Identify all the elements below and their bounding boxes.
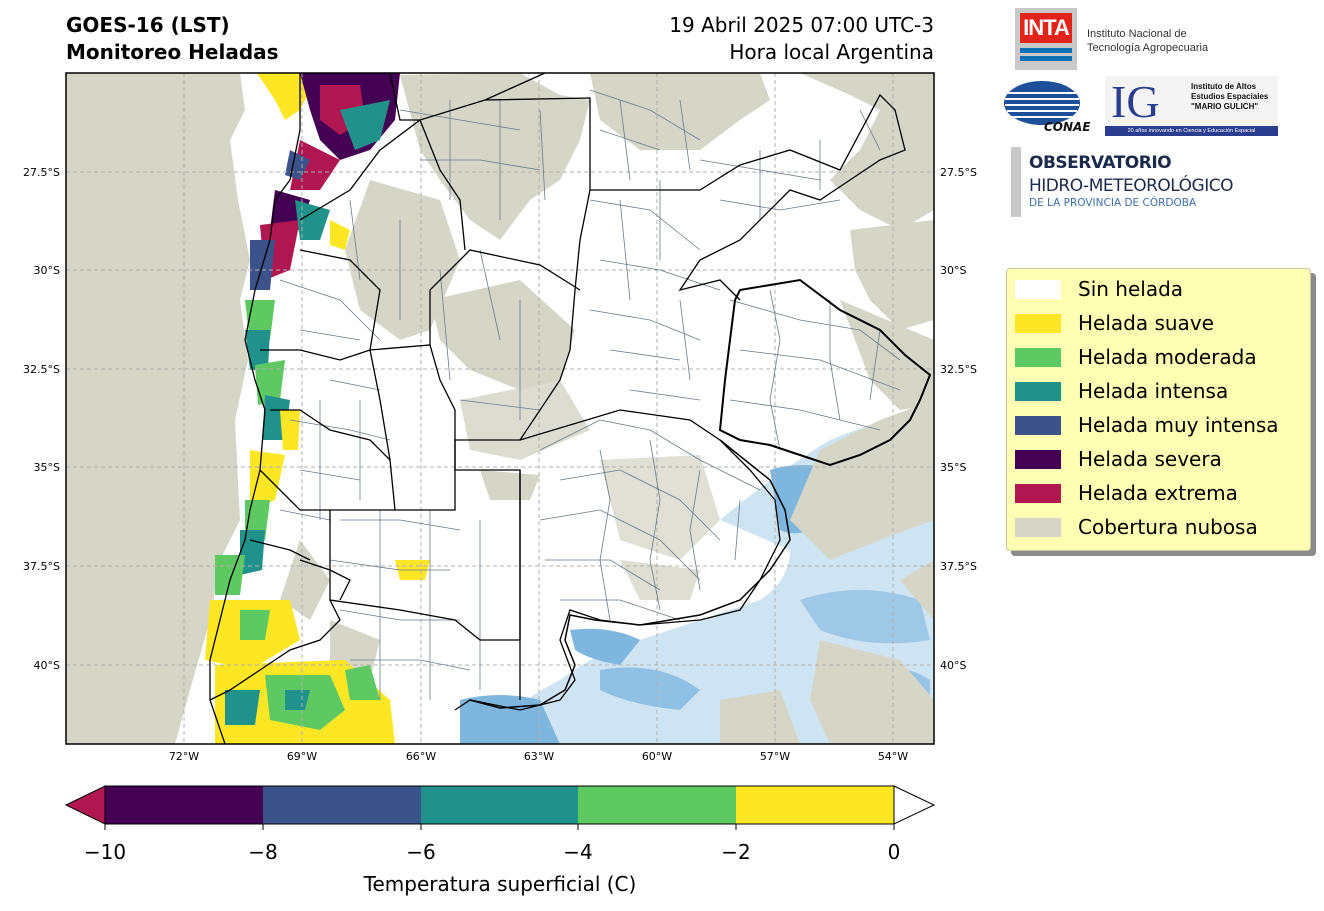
legend-swatch [1015, 279, 1061, 299]
coastline [469, 439, 791, 709]
lat-tick-right: 30°S [940, 264, 966, 277]
lon-tick: 69°W [287, 750, 317, 763]
map-date: 19 Abril 2025 07:00 UTC-3 Hora local Arg… [669, 12, 934, 66]
lat-tick-left: 32.5°S [23, 363, 60, 376]
colorbar-segment [105, 786, 263, 824]
frost-pixels [205, 73, 430, 744]
legend-item: Helada suave [1015, 306, 1214, 340]
cloud-cover [66, 73, 934, 744]
lat-tick-left: 35°S [34, 461, 60, 474]
date-line-1: 19 Abril 2025 07:00 UTC-3 [669, 13, 934, 37]
colorbar-tick-label: −8 [248, 840, 277, 864]
colorbar-segment [263, 786, 421, 824]
lat-tick-right: 40°S [940, 659, 966, 672]
colorbar-tick-label: −4 [563, 840, 592, 864]
lat-tick-left: 40°S [34, 659, 60, 672]
ig-logo-mark: IG [1111, 76, 1160, 127]
lat-tick-right: 32.5°S [940, 363, 977, 376]
lat-tick-right: 27.5°S [940, 166, 977, 179]
colorbar-segment [421, 786, 578, 824]
ig-logo: IG Instituto de Altos Estudios Espaciale… [1105, 76, 1278, 136]
lon-tick: 66°W [406, 750, 436, 763]
colorbar-segment [578, 786, 736, 824]
lon-tick: 72°W [169, 750, 199, 763]
legend-item: Cobertura nubosa [1015, 510, 1258, 544]
legend-swatch [1015, 449, 1061, 469]
lat-tick-right: 35°S [940, 461, 966, 474]
legend-swatch [1015, 381, 1061, 401]
colorbar-tick-label: −2 [721, 840, 750, 864]
title-line-2: Monitoreo Heladas [66, 40, 279, 64]
map-frame [65, 72, 935, 745]
lon-tick: 57°W [760, 750, 790, 763]
legend-item: Helada extrema [1015, 476, 1238, 510]
lon-tick: 63°W [524, 750, 554, 763]
lat-tick-left: 30°S [34, 264, 60, 277]
lat-tick-right: 37.5°S [940, 560, 977, 573]
inta-logo-mark: INTA [1020, 13, 1072, 43]
legend-swatch [1015, 517, 1061, 537]
legend-swatch [1015, 415, 1061, 435]
province-boundaries [209, 73, 906, 744]
legend-item: Helada intensa [1015, 374, 1228, 408]
lon-tick: 60°W [642, 750, 672, 763]
inta-name: Instituto Nacional de Tecnología Agropec… [1087, 28, 1209, 54]
legend-swatch [1015, 347, 1061, 367]
legend-item: Sin helada [1015, 272, 1183, 306]
lat-tick-left: 27.5°S [23, 166, 60, 179]
map-title: GOES-16 (LST) Monitoreo Heladas [66, 12, 279, 66]
uruguay-border [718, 278, 932, 467]
department-boundaries [279, 89, 901, 700]
legend-item: Helada muy intensa [1015, 408, 1279, 442]
colorbar-tick-label: 0 [888, 840, 901, 864]
colorbar-over-triangle [893, 785, 936, 825]
colorbar-tick-label: −10 [84, 840, 126, 864]
conae-logo: CONAE [1004, 79, 1091, 135]
inta-logo: INTA [1015, 8, 1077, 70]
lat-tick-left: 37.5°S [23, 560, 60, 573]
svg-text:CONAE: CONAE [1044, 120, 1090, 134]
legend-swatch [1015, 313, 1061, 333]
legend-item: Helada moderada [1015, 340, 1257, 374]
colorbar-segment [736, 786, 894, 824]
legend-swatch [1015, 483, 1061, 503]
colorbar: −10 −8 −6 −4 −2 0 Temperatura superficia… [64, 785, 936, 896]
legend-item: Helada severa [1015, 442, 1222, 476]
observatorio-logo: OBSERVATORIO HIDRO-METEOROLÓGICO DE LA P… [1011, 147, 1241, 219]
colorbar-tick-label: −6 [406, 840, 435, 864]
colorbar-frame [104, 785, 895, 825]
lon-tick: 54°W [878, 750, 908, 763]
colorbar-label: Temperatura superficial (C) [363, 872, 637, 896]
title-line-1: GOES-16 (LST) [66, 13, 230, 37]
date-line-2: Hora local Argentina [729, 40, 934, 64]
colorbar-under-triangle [64, 785, 106, 825]
graticule [66, 73, 934, 744]
legend: Sin helada Helada suave Helada moderada … [1006, 268, 1311, 551]
